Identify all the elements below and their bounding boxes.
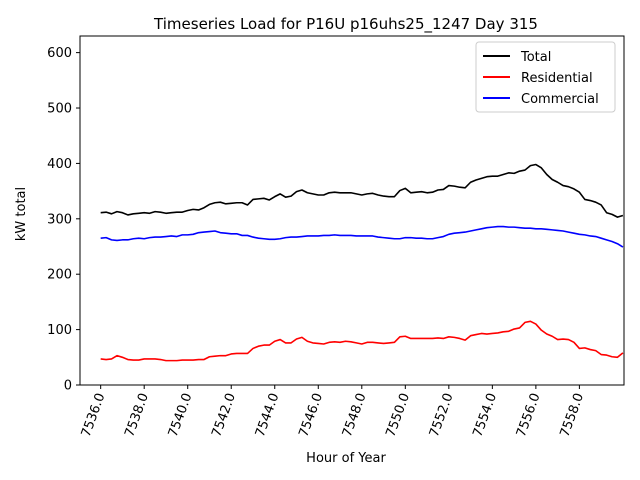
x-tick-label: 7536.0	[79, 391, 109, 439]
legend-box	[475, 41, 616, 113]
x-tick-label: 7552.0	[427, 391, 457, 439]
legend-label-commercial: Commercial	[521, 92, 599, 107]
plot-frame	[79, 35, 625, 386]
series-line-total	[100, 163, 624, 218]
y-tick-label: 500	[47, 102, 72, 117]
series-line-commercial	[100, 225, 624, 248]
series-layer	[100, 163, 624, 362]
legend-label-residential: Residential	[521, 71, 593, 86]
series-line-residential	[100, 320, 624, 362]
y-tick-label: 400	[47, 157, 72, 172]
legend: Total Residential Commercial	[475, 41, 616, 113]
y-tick-label: 0	[64, 379, 72, 394]
x-tick-label: 7546.0	[296, 391, 326, 439]
x-tick-label: 7538.0	[122, 391, 152, 439]
x-tick-label: 7548.0	[340, 391, 370, 439]
x-axis-label: Hour of Year	[306, 451, 386, 466]
y-tick-label: 300	[47, 212, 72, 227]
y-axis-label: kW total	[14, 187, 29, 241]
x-tick-label: 7540.0	[166, 391, 196, 439]
y-tick-label: 100	[47, 323, 72, 338]
x-tick-label: 7544.0	[253, 391, 283, 439]
y-tick-label: 600	[47, 46, 72, 61]
x-tick-label: 7542.0	[209, 391, 239, 439]
y-tick-label: 200	[47, 268, 72, 283]
chart-title: Timeseries Load for P16U p16uhs25_1247 D…	[153, 15, 538, 34]
x-tick-label: 7556.0	[514, 391, 544, 439]
x-tick-label: 7558.0	[557, 391, 587, 439]
x-tick-label: 7550.0	[383, 391, 413, 439]
legend-label-total: Total	[520, 50, 551, 65]
x-tick-label: 7554.0	[470, 391, 500, 439]
